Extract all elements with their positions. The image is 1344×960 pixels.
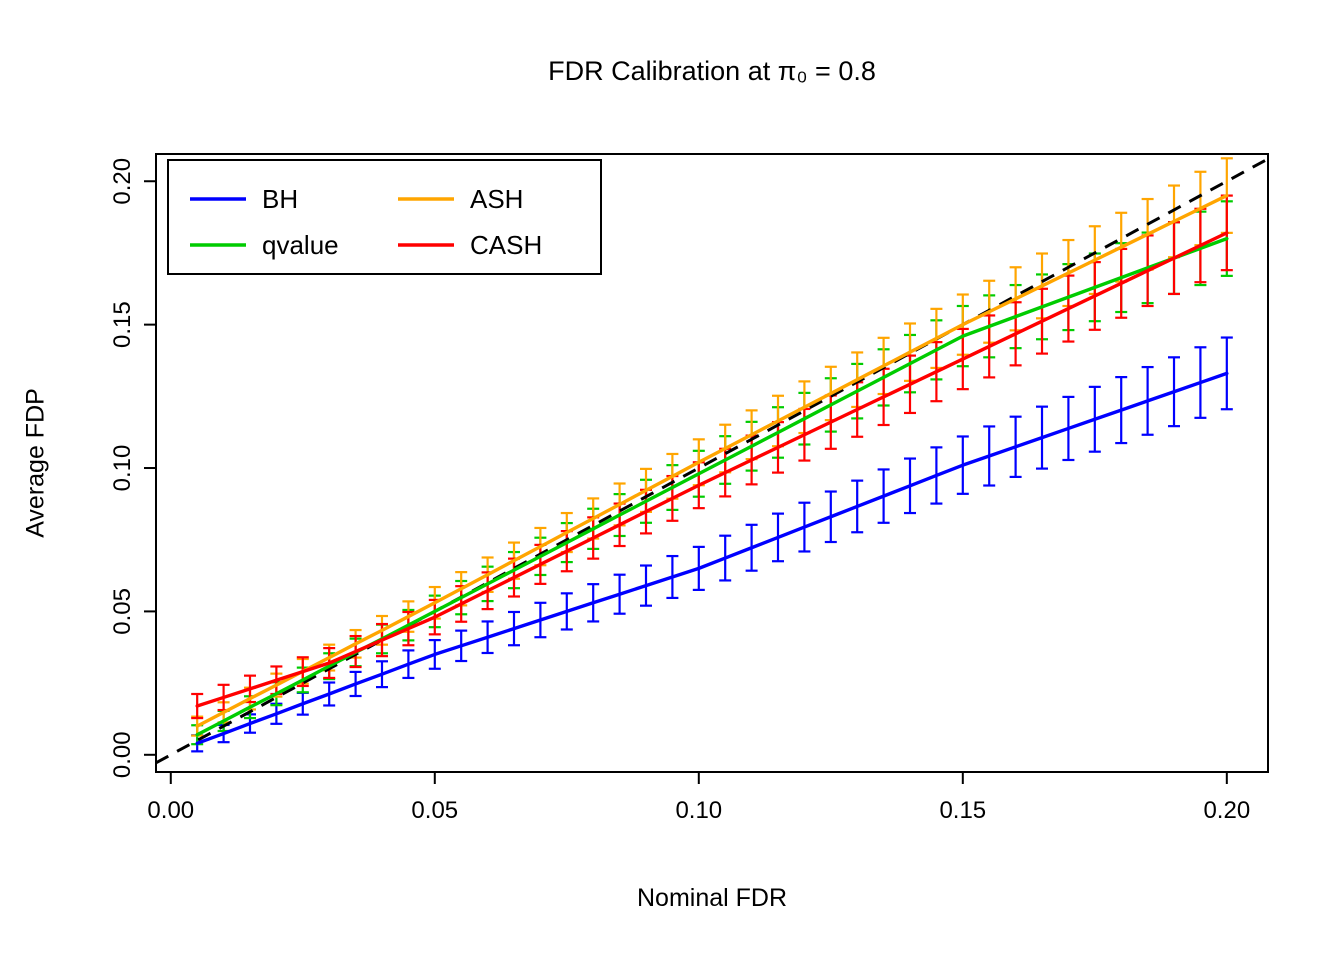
legend-label-BH: BH bbox=[262, 184, 298, 214]
x-tick-label: 0.15 bbox=[939, 797, 986, 824]
plot-box bbox=[155, 153, 1269, 773]
series-line-BH bbox=[195, 371, 1229, 746]
y-axis-label: Average FDP bbox=[21, 388, 50, 538]
chart-title: FDR Calibration at π₀ = 0.8 bbox=[548, 56, 876, 86]
legend-item-CASH: CASH bbox=[398, 230, 542, 260]
series-line-CASH bbox=[195, 231, 1229, 708]
legend-box bbox=[167, 159, 602, 275]
error-bars-qvalue bbox=[191, 200, 1233, 746]
y-tick-label: 0.05 bbox=[109, 588, 136, 635]
y-tick-label: 0.15 bbox=[109, 301, 136, 348]
legend-label-qvalue: qvalue bbox=[262, 230, 339, 260]
legend-item-ASH: ASH bbox=[398, 184, 523, 214]
series-line-ASH bbox=[195, 193, 1229, 728]
error-bars-BH bbox=[191, 336, 1233, 753]
legend-item-BH: BH bbox=[190, 184, 298, 214]
x-axis-label: Nominal FDR bbox=[636, 884, 788, 912]
legend-label-CASH: CASH bbox=[470, 230, 542, 260]
legend-label-ASH: ASH bbox=[470, 184, 523, 214]
x-tick-label: 0.05 bbox=[411, 797, 458, 824]
x-axis-ticks: 0.00 0.05 0.10 0.15 0.20 bbox=[147, 772, 1250, 824]
x-tick-label: 0.10 bbox=[675, 797, 722, 824]
y-tick-label: 0.10 bbox=[109, 445, 136, 492]
legend-item-qvalue: qvalue bbox=[190, 230, 339, 260]
x-tick-label: 0.00 bbox=[147, 797, 194, 824]
series-line-qvalue bbox=[195, 236, 1229, 737]
y-axis-ticks: 0.00 0.05 0.10 0.15 0.20 bbox=[109, 158, 156, 778]
identity-reference-line bbox=[155, 157, 1269, 765]
legend: BH qvalue ASH CASH bbox=[167, 159, 602, 275]
y-tick-label: 0.20 bbox=[109, 158, 136, 205]
y-tick-label: 0.00 bbox=[109, 731, 136, 778]
x-tick-label: 0.20 bbox=[1203, 797, 1250, 824]
